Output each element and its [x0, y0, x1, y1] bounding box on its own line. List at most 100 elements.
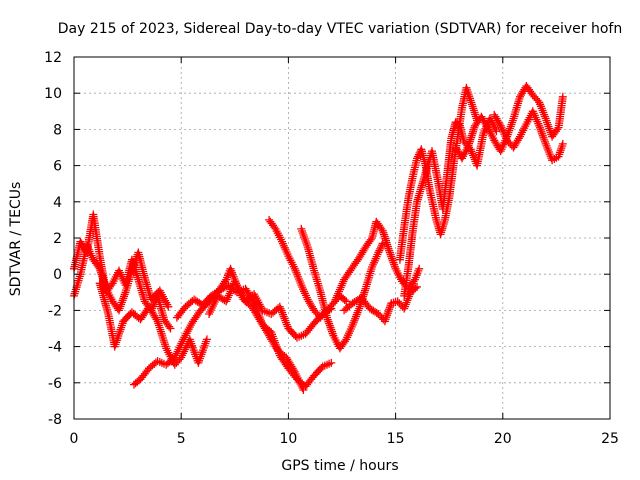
data-point: [206, 308, 214, 316]
data-point: [377, 243, 385, 252]
data-point: [544, 122, 553, 131]
data-point: [290, 264, 299, 273]
data-point: [225, 289, 234, 298]
data-point: [175, 343, 184, 352]
data-point: [366, 235, 375, 244]
x-tick-label: 5: [177, 431, 186, 447]
data-point: [537, 104, 546, 113]
data-point: [208, 302, 217, 310]
data-point: [297, 281, 306, 290]
data-point: [349, 318, 358, 327]
data-point: [298, 384, 307, 392]
data-point: [505, 126, 514, 135]
y-tick-label: 12: [44, 50, 62, 66]
data-point: [97, 268, 105, 277]
data-point: [207, 306, 215, 314]
series-track-c: [95, 279, 211, 369]
data-point: [128, 264, 137, 273]
series-track-j: [340, 282, 421, 326]
x-axis-title: GPS time / hours: [281, 458, 398, 474]
series-track-n: [490, 107, 567, 165]
data-point: [276, 304, 285, 313]
y-tick-label: 0: [53, 267, 62, 283]
data-point: [375, 246, 384, 255]
data-point: [127, 266, 136, 275]
data-point: [302, 239, 311, 247]
data-point: [327, 325, 336, 334]
data-point: [227, 285, 236, 294]
data-point: [101, 282, 110, 291]
data-point: [299, 386, 308, 394]
chart-title: Day 215 of 2023, Sidereal Day-to-day VTE…: [58, 21, 622, 37]
data-point: [538, 106, 547, 115]
data-point: [176, 341, 185, 350]
data-point: [115, 306, 123, 315]
data-point: [302, 293, 311, 302]
data-point: [507, 120, 516, 129]
data-point: [153, 317, 162, 326]
data-point: [328, 327, 336, 336]
data-point: [543, 118, 552, 127]
data-point: [540, 110, 549, 119]
data-point: [465, 139, 474, 148]
data-point: [165, 322, 174, 331]
data-point: [98, 274, 107, 283]
data-point: [415, 264, 424, 273]
data-point: [385, 246, 394, 255]
data-point: [384, 244, 393, 253]
data-point: [275, 302, 284, 311]
data-point: [344, 331, 353, 340]
series-track-h: [297, 224, 387, 353]
data-point: [553, 125, 562, 134]
data-point: [115, 266, 123, 275]
data-point: [332, 293, 341, 302]
data-point: [381, 315, 390, 324]
data-point: [289, 366, 298, 375]
data-point: [166, 324, 175, 333]
data-point: [84, 245, 93, 254]
data-point: [233, 283, 242, 292]
data-point: [299, 231, 308, 239]
data-point: [387, 252, 396, 261]
data-point: [334, 289, 343, 298]
data-point: [378, 226, 387, 235]
data-point: [376, 244, 385, 253]
data-point: [115, 304, 124, 313]
data-point: [277, 306, 286, 315]
y-tick-label: -2: [48, 303, 62, 319]
data-point: [541, 139, 550, 148]
data-point: [381, 234, 390, 243]
data-point: [558, 139, 567, 148]
data-point: [403, 296, 412, 305]
data-point: [413, 152, 422, 161]
data-point: [235, 287, 244, 296]
data-point: [536, 123, 544, 132]
data-point: [162, 298, 171, 307]
data-point: [325, 319, 334, 328]
data-point: [373, 250, 382, 259]
data-point: [295, 378, 304, 386]
data-point: [172, 349, 181, 358]
data-point: [174, 345, 183, 354]
data-point: [508, 118, 517, 127]
data-point: [231, 279, 240, 288]
data-point: [333, 291, 342, 300]
y-tick-label: -8: [48, 412, 62, 428]
data-point: [178, 337, 187, 346]
data-point: [354, 306, 363, 315]
series-track-f: [205, 277, 308, 394]
data-point: [331, 295, 340, 304]
data-point: [202, 335, 211, 344]
data-point: [291, 266, 300, 275]
data-point: [119, 294, 128, 303]
data-point: [237, 291, 246, 300]
data-point: [337, 281, 346, 290]
data-point: [173, 347, 182, 356]
y-tick-label: -4: [48, 340, 62, 356]
y-tick-label: 6: [53, 159, 62, 175]
data-point: [181, 331, 190, 340]
data-point: [496, 121, 505, 130]
data-point: [411, 284, 420, 293]
data-point: [117, 300, 126, 309]
